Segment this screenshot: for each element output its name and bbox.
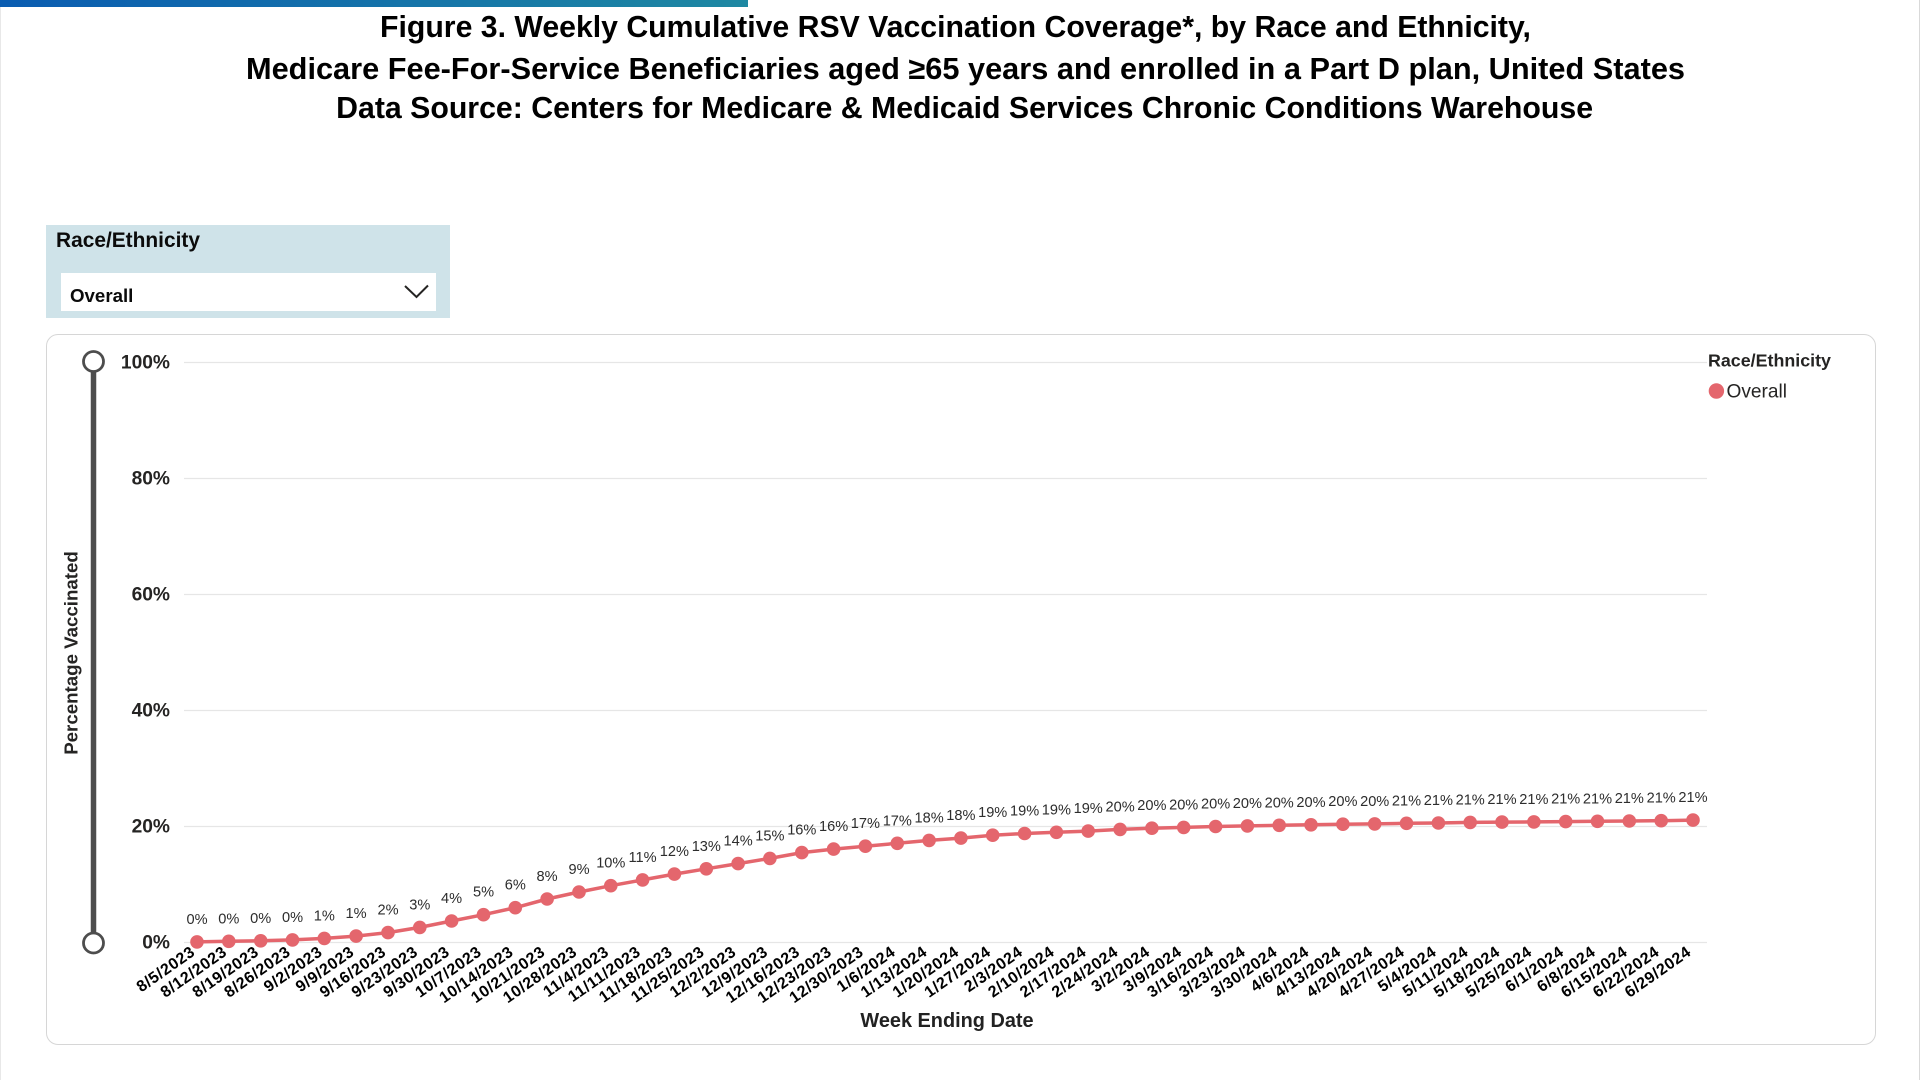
svg-text:20%: 20%: [1201, 797, 1230, 813]
svg-text:21%: 21%: [1487, 792, 1516, 808]
svg-text:19%: 19%: [1074, 801, 1103, 817]
svg-text:19%: 19%: [1042, 802, 1071, 818]
svg-text:20%: 20%: [1137, 798, 1166, 814]
svg-text:20%: 20%: [1233, 796, 1262, 812]
svg-text:0%: 0%: [218, 911, 239, 927]
svg-text:21%: 21%: [1615, 791, 1644, 807]
svg-text:17%: 17%: [883, 813, 912, 829]
svg-text:100%: 100%: [121, 352, 170, 373]
svg-text:13%: 13%: [692, 839, 721, 855]
svg-text:16%: 16%: [787, 823, 816, 839]
svg-text:15%: 15%: [755, 828, 784, 844]
svg-text:21%: 21%: [1583, 791, 1612, 807]
svg-text:20%: 20%: [1328, 794, 1357, 810]
svg-text:4%: 4%: [441, 891, 462, 907]
svg-text:Overall: Overall: [1727, 382, 1787, 403]
svg-text:5%: 5%: [473, 885, 494, 901]
svg-text:19%: 19%: [1010, 804, 1039, 820]
svg-text:2%: 2%: [377, 903, 398, 919]
svg-text:6%: 6%: [505, 878, 526, 894]
svg-text:1%: 1%: [314, 908, 335, 924]
svg-text:14%: 14%: [723, 834, 752, 850]
svg-text:21%: 21%: [1392, 793, 1421, 809]
svg-text:1%: 1%: [346, 906, 367, 922]
svg-text:20%: 20%: [1360, 794, 1389, 810]
svg-text:Race/Ethnicity: Race/Ethnicity: [1708, 351, 1831, 371]
svg-text:21%: 21%: [1678, 790, 1707, 806]
svg-text:8%: 8%: [537, 869, 558, 885]
svg-text:0%: 0%: [250, 911, 271, 927]
svg-text:20%: 20%: [1296, 795, 1325, 811]
svg-text:0%: 0%: [282, 910, 303, 926]
svg-text:21%: 21%: [1647, 791, 1676, 807]
svg-text:Week Ending Date: Week Ending Date: [860, 1010, 1033, 1032]
svg-text:21%: 21%: [1551, 792, 1580, 808]
svg-text:21%: 21%: [1519, 792, 1548, 808]
svg-text:9%: 9%: [568, 862, 589, 878]
svg-text:18%: 18%: [946, 808, 975, 824]
svg-text:21%: 21%: [1424, 793, 1453, 809]
svg-text:20%: 20%: [1105, 799, 1134, 815]
svg-text:11%: 11%: [629, 850, 657, 866]
svg-text:0%: 0%: [186, 912, 207, 928]
svg-text:20%: 20%: [1265, 795, 1294, 811]
svg-text:80%: 80%: [132, 468, 170, 489]
svg-text:12%: 12%: [660, 844, 689, 860]
svg-text:3%: 3%: [409, 897, 430, 913]
svg-text:Percentage Vaccinated: Percentage Vaccinated: [61, 551, 82, 755]
svg-text:20%: 20%: [1169, 797, 1198, 813]
svg-text:19%: 19%: [978, 805, 1007, 821]
svg-text:21%: 21%: [1456, 792, 1485, 808]
svg-text:40%: 40%: [132, 700, 170, 721]
svg-text:0%: 0%: [142, 932, 170, 953]
svg-text:10%: 10%: [596, 856, 625, 872]
svg-text:60%: 60%: [132, 584, 170, 605]
svg-text:17%: 17%: [851, 816, 880, 832]
svg-text:20%: 20%: [132, 816, 170, 837]
svg-text:16%: 16%: [819, 819, 848, 835]
svg-text:18%: 18%: [914, 810, 943, 826]
